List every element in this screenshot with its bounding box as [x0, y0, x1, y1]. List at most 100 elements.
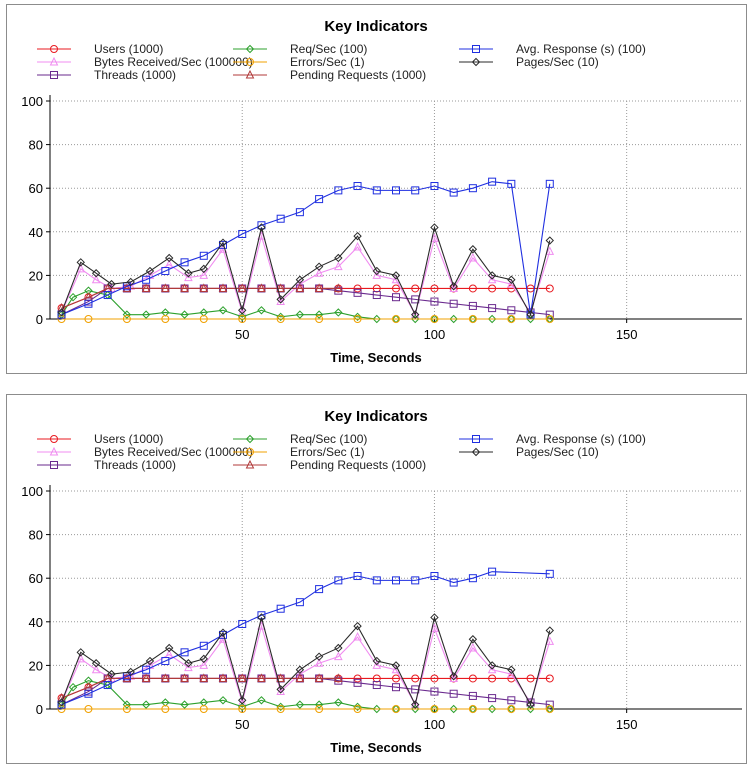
- data-point: [545, 236, 554, 245]
- data-point: [468, 301, 477, 310]
- legend-item-pages-sec-10: Pages/Sec (10): [459, 55, 599, 69]
- data-point: [314, 268, 324, 277]
- data-point: [449, 282, 458, 291]
- data-point: [219, 240, 227, 249]
- data-point: [411, 310, 420, 319]
- data-point: [468, 245, 478, 254]
- data-point: [199, 673, 209, 682]
- legend-item-avg-response-s-100: Avg. Response (s) (100): [459, 432, 646, 446]
- data-point: [353, 231, 362, 241]
- y-tick-label: 60: [29, 181, 43, 196]
- data-point: [238, 702, 247, 712]
- data-point: [238, 705, 247, 713]
- data-point: [315, 585, 324, 594]
- legend-marker: [245, 44, 255, 54]
- data-point: [295, 598, 304, 607]
- data-point: [314, 283, 324, 292]
- data-point: [276, 295, 285, 304]
- data-point: [392, 293, 400, 302]
- data-point: [411, 314, 420, 324]
- y-tick-label: 60: [29, 571, 43, 586]
- data-point: [545, 700, 554, 709]
- data-point: [84, 299, 93, 308]
- data-point: [184, 662, 193, 672]
- data-point: [334, 186, 343, 195]
- data-point: [218, 628, 228, 637]
- legend-marker: [50, 435, 58, 443]
- data-point: [468, 635, 478, 644]
- data-point: [145, 266, 155, 276]
- data-point: [372, 186, 381, 195]
- legend-label: Avg. Response (s) (100): [516, 432, 646, 446]
- data-point: [141, 283, 151, 292]
- legend-label: Users (1000): [94, 432, 163, 446]
- data-point: [545, 626, 554, 635]
- legend-label: Bytes Received/Sec (100000): [94, 445, 253, 459]
- legend-marker: [50, 71, 58, 79]
- data-point: [107, 279, 116, 289]
- legend-label: Pages/Sec (10): [516, 55, 599, 69]
- legend-item-threads-1000: Threads (1000): [37, 458, 176, 472]
- data-point: [391, 661, 401, 670]
- data-point: [545, 674, 554, 683]
- data-point: [488, 284, 497, 293]
- data-point: [276, 604, 285, 613]
- data-point: [180, 258, 189, 267]
- data-point: [164, 643, 174, 653]
- legend-marker: [245, 459, 255, 469]
- data-point: [238, 696, 247, 705]
- x-tick-label: 150: [616, 327, 638, 342]
- data-point: [315, 195, 324, 204]
- data-point: [392, 683, 400, 692]
- legend-item-pages-sec-10: Pages/Sec (10): [459, 445, 599, 459]
- data-point: [314, 673, 324, 682]
- data-point: [107, 669, 116, 679]
- data-point: [372, 291, 381, 300]
- data-point: [430, 223, 439, 232]
- data-point: [68, 292, 78, 302]
- y-tick-label: 0: [36, 312, 43, 327]
- legend-marker: [472, 45, 480, 53]
- data-point: [372, 681, 381, 690]
- data-point: [314, 658, 324, 667]
- chart-panel-bottom: Key Indicators Users (1000) Bytes Received…: [6, 394, 747, 764]
- legend-marker: [471, 57, 481, 67]
- data-point: [392, 674, 400, 683]
- x-tick-label: 50: [235, 717, 249, 732]
- data-point: [276, 673, 285, 682]
- data-point: [257, 306, 266, 315]
- legend-item-users-1000: Users (1000): [37, 42, 163, 56]
- data-point: [411, 700, 420, 709]
- data-point: [180, 673, 189, 682]
- data-point: [507, 315, 516, 323]
- data-point: [372, 660, 382, 669]
- data-point: [276, 283, 285, 292]
- y-tick-label: 20: [29, 658, 43, 673]
- chart-title: Key Indicators: [324, 408, 427, 425]
- data-point: [353, 312, 362, 322]
- data-point: [295, 283, 305, 292]
- data-point: [295, 310, 305, 319]
- data-point: [161, 315, 170, 323]
- legend-item-pending-requests-1000: Pending Requests (1000): [233, 68, 426, 82]
- data-point: [353, 705, 362, 713]
- data-point: [411, 186, 420, 195]
- data-point: [126, 667, 135, 677]
- data-point: [545, 636, 555, 645]
- data-point: [430, 315, 439, 323]
- data-point: [276, 312, 285, 322]
- data-point: [487, 274, 497, 284]
- data-point: [103, 681, 112, 690]
- data-point: [84, 689, 93, 698]
- data-point: [411, 284, 420, 293]
- legend-label: Pages/Sec (10): [516, 445, 599, 459]
- series-pages-sec-10: [57, 223, 554, 319]
- series-line: [61, 615, 551, 707]
- data-point: [295, 669, 305, 678]
- data-point: [199, 283, 209, 292]
- y-tick-label: 0: [36, 702, 43, 717]
- data-point: [545, 569, 554, 578]
- legend-item-avg-response-s-100: Avg. Response (s) (100): [459, 42, 646, 56]
- series-line: [61, 225, 551, 317]
- data-point: [238, 312, 247, 322]
